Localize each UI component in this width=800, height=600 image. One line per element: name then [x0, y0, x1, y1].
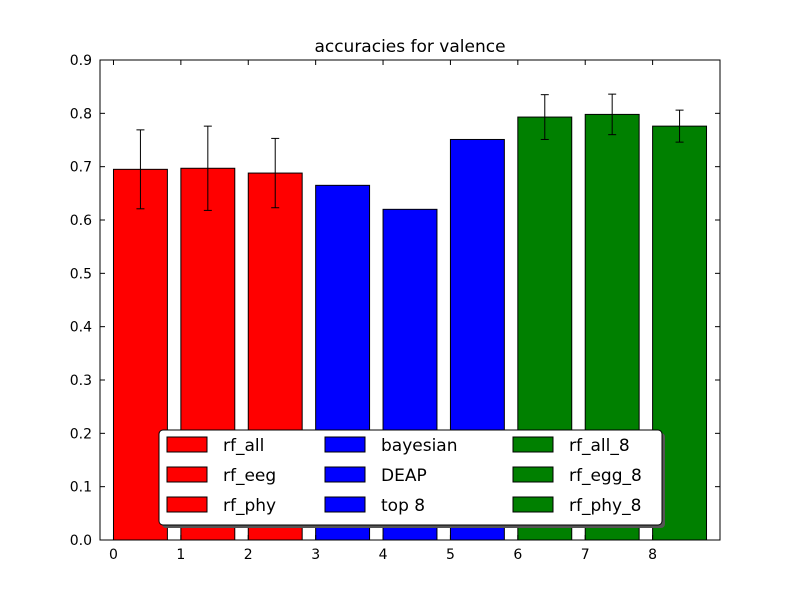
- x-tick-label: 6: [513, 547, 522, 563]
- legend-label: rf_eeg: [223, 466, 276, 486]
- y-tick-label: 0.3: [70, 373, 92, 389]
- legend-swatch: [324, 436, 366, 453]
- legend: rf_all rf_eeg rf_phy bayesian DEAP top 8 rf_al…: [158, 429, 665, 528]
- legend-label: rf_all_8: [569, 436, 630, 456]
- chart-title: accuracies for valence: [314, 37, 505, 57]
- bar-rf_all: [112, 168, 168, 541]
- y-tick-label: 0.1: [70, 480, 92, 496]
- legend-swatch: [166, 466, 208, 483]
- error-bar-rf_egg_8: [608, 93, 617, 136]
- error-bar-rf_eeg: [203, 125, 212, 211]
- x-tick-label: 3: [311, 547, 320, 563]
- y-axis: 0.0 0.1 0.2 0.3 0.4 0.5 0.6 0.7 0.8 0.9: [70, 53, 720, 549]
- legend-swatch: [166, 496, 208, 513]
- plot-frame: [99, 59, 721, 541]
- legend-entry-top-8: top 8: [324, 496, 425, 516]
- legend-entry-bayesian: bayesian: [324, 436, 458, 456]
- y-tick-label: 0.8: [70, 106, 92, 122]
- legend-label: rf_egg_8: [569, 466, 642, 486]
- legend-swatch: [512, 436, 554, 453]
- legend-entry-rf_all: rf_all: [166, 436, 264, 456]
- y-tick-label: 0.2: [70, 426, 92, 442]
- legend-label: DEAP: [381, 466, 427, 486]
- legend-label: bayesian: [381, 436, 458, 456]
- x-tick-label: 2: [244, 547, 253, 563]
- y-tick-label: 0.6: [70, 213, 92, 229]
- legend-swatch: [324, 466, 366, 483]
- x-axis: 0 1 2 3 4 5 6 7 8: [109, 60, 657, 563]
- legend-entry-rf_phy: rf_phy: [166, 496, 276, 516]
- legend-label: top 8: [381, 496, 425, 516]
- legend-label: rf_all: [223, 436, 264, 456]
- legend-entry-DEAP: DEAP: [324, 466, 427, 486]
- legend-entry-rf_egg_8: rf_egg_8: [512, 466, 642, 486]
- error-bar-rf_all: [136, 129, 145, 210]
- legend-entry-rf_all_8: rf_all_8: [512, 436, 630, 456]
- legend-label: rf_phy_8: [569, 496, 641, 516]
- y-tick-label: 0.0: [70, 533, 92, 549]
- error-bar-rf_phy_8: [675, 109, 684, 143]
- x-tick-label: 4: [379, 547, 388, 563]
- y-tick-label: 0.9: [70, 53, 92, 69]
- legend-entry-rf_eeg: rf_eeg: [166, 466, 276, 486]
- error-bar-rf_phy: [271, 137, 280, 209]
- x-tick-label: 1: [176, 547, 185, 563]
- y-tick-label: 0.7: [70, 160, 92, 176]
- error-bar-rf_all_8: [540, 94, 549, 140]
- y-tick-label: 0.4: [70, 320, 92, 336]
- x-tick-label: 8: [648, 547, 657, 563]
- legend-label: rf_phy: [223, 496, 276, 516]
- legend-swatch: [512, 496, 554, 513]
- x-tick-label: 7: [581, 547, 590, 563]
- x-tick-label: 5: [446, 547, 455, 563]
- legend-swatch: [166, 436, 208, 453]
- legend-swatch: [324, 496, 366, 513]
- y-tick-label: 0.5: [70, 266, 92, 282]
- legend-entry-rf_phy_8: rf_phy_8: [512, 496, 641, 516]
- legend-swatch: [512, 466, 554, 483]
- error-bars-layer: [136, 93, 684, 211]
- x-tick-label: 0: [109, 547, 118, 563]
